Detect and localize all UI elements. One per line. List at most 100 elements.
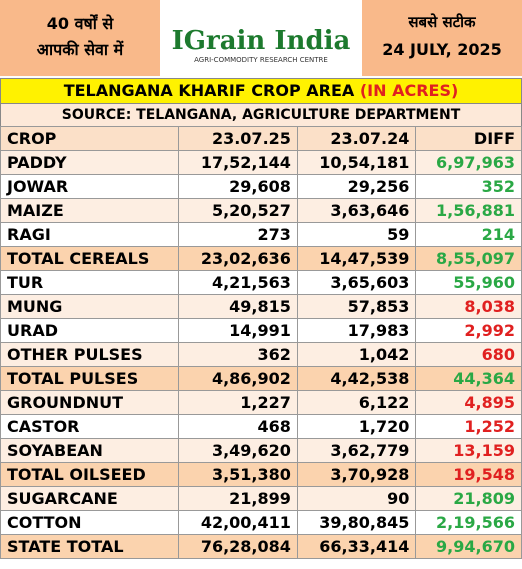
- cell-diff: 9,94,670: [415, 534, 522, 559]
- cell-previous: 59: [296, 222, 417, 247]
- cell-previous: 66,33,414: [296, 534, 417, 559]
- data-row: PADDY 17,52,144 10,54,181 6,97,963: [0, 150, 522, 175]
- cell-crop: SOYABEAN: [0, 438, 180, 463]
- logo-tagline: AGRI-COMMODITY RESEARCH CENTRE: [194, 56, 328, 64]
- data-row: MAIZE 5,20,527 3,63,646 1,56,881: [0, 198, 522, 223]
- cell-diff: 1,252: [415, 414, 522, 439]
- cell-crop: MAIZE: [0, 198, 180, 223]
- header-row: CROP 23.07.25 23.07.24 DIFF: [0, 126, 522, 151]
- cell-diff: 680: [415, 342, 522, 367]
- cell-previous: 1,720: [296, 414, 417, 439]
- cell-crop: CASTOR: [0, 414, 180, 439]
- cell-diff: 19,548: [415, 462, 522, 487]
- cell-current: 273: [178, 222, 298, 247]
- title: TELANGANA KHARIF CROP AREA: [63, 81, 355, 100]
- data-row: COTTON 42,00,411 39,80,845 2,19,566: [0, 510, 522, 535]
- cell-current: 42,00,411: [178, 510, 298, 535]
- cell-crop: MUNG: [0, 294, 180, 319]
- cell-current: 5,20,527: [178, 198, 298, 223]
- cell-previous: 29,256: [296, 174, 417, 199]
- logo-text: IGrain India: [171, 26, 351, 56]
- cell-diff: 352: [415, 174, 522, 199]
- cell-current: 3,49,620: [178, 438, 298, 463]
- cell-crop: TOTAL OILSEED: [0, 462, 180, 487]
- data-row: GROUNDNUT 1,227 6,122 4,895: [0, 390, 522, 415]
- crop-table: CROP 23.07.25 23.07.24 DIFF PADDY 17,52,144 10…: [0, 126, 522, 559]
- column-header: 23.07.24: [296, 126, 417, 151]
- cell-crop: JOWAR: [0, 174, 180, 199]
- cell-current: 3,51,380: [178, 462, 298, 487]
- cell-previous: 3,65,603: [296, 270, 417, 295]
- cell-crop: RAGI: [0, 222, 180, 247]
- cell-diff: 2,19,566: [415, 510, 522, 535]
- data-row: SOYABEAN 3,49,620 3,62,779 13,159: [0, 438, 522, 463]
- cell-crop: SUGARCANE: [0, 486, 180, 511]
- cell-current: 4,86,902: [178, 366, 298, 391]
- column-header: 23.07.25: [178, 126, 298, 151]
- cell-diff: 21,809: [415, 486, 522, 511]
- cell-previous: 39,80,845: [296, 510, 417, 535]
- cell-diff: 214: [415, 222, 522, 247]
- data-row: MUNG 49,815 57,853 8,038: [0, 294, 522, 319]
- cell-previous: 57,853: [296, 294, 417, 319]
- total-row: TOTAL CEREALS 23,02,636 14,47,539 8,55,097: [0, 246, 522, 271]
- cell-diff: 55,960: [415, 270, 522, 295]
- data-row: TUR 4,21,563 3,65,603 55,960: [0, 270, 522, 295]
- data-row: RAGI 273 59 214: [0, 222, 522, 247]
- cell-diff: 6,97,963: [415, 150, 522, 175]
- total-row: STATE TOTAL 76,28,084 66,33,414 9,94,670: [0, 534, 522, 559]
- cell-crop: OTHER PULSES: [0, 342, 180, 367]
- cell-current: 29,608: [178, 174, 298, 199]
- data-row: JOWAR 29,608 29,256 352: [0, 174, 522, 199]
- right-banner: सबसे सटीक 24 JULY, 2025: [362, 0, 522, 76]
- cell-current: 23,02,636: [178, 246, 298, 271]
- data-row: OTHER PULSES 362 1,042 680: [0, 342, 522, 367]
- left-banner: 40 वर्षों से आपकी सेवा में: [0, 0, 160, 76]
- cell-previous: 90: [296, 486, 417, 511]
- cell-crop: GROUNDNUT: [0, 390, 180, 415]
- cell-current: 17,52,144: [178, 150, 298, 175]
- cell-crop: TOTAL CEREALS: [0, 246, 180, 271]
- cell-current: 14,991: [178, 318, 298, 343]
- cell-current: 49,815: [178, 294, 298, 319]
- cell-diff: 44,364: [415, 366, 522, 391]
- column-header: DIFF: [415, 126, 522, 151]
- logo: IGrain India AGRI-COMMODITY RESEARCH CEN…: [162, 0, 360, 76]
- cell-previous: 3,62,779: [296, 438, 417, 463]
- cell-crop: TUR: [0, 270, 180, 295]
- total-row: TOTAL PULSES 4,86,902 4,42,538 44,364: [0, 366, 522, 391]
- data-row: URAD 14,991 17,983 2,992: [0, 318, 522, 343]
- cell-previous: 4,42,538: [296, 366, 417, 391]
- source: SOURCE: TELANGANA, AGRICULTURE DEPARTMEN…: [0, 103, 522, 127]
- cell-diff: 4,895: [415, 390, 522, 415]
- cell-previous: 17,983: [296, 318, 417, 343]
- cell-previous: 10,54,181: [296, 150, 417, 175]
- cell-diff: 8,55,097: [415, 246, 522, 271]
- cell-crop: TOTAL PULSES: [0, 366, 180, 391]
- cell-current: 362: [178, 342, 298, 367]
- date: 24 JULY, 2025: [382, 40, 502, 59]
- cell-previous: 1,042: [296, 342, 417, 367]
- cell-crop: COTTON: [0, 510, 180, 535]
- right-line: सबसे सटीक: [408, 13, 476, 31]
- data-row: SUGARCANE 21,899 90 21,809: [0, 486, 522, 511]
- total-row: TOTAL OILSEED 3,51,380 3,70,928 19,548: [0, 462, 522, 487]
- cell-crop: URAD: [0, 318, 180, 343]
- column-header: CROP: [0, 126, 180, 151]
- cell-crop: PADDY: [0, 150, 180, 175]
- title-unit: (IN ACRES): [359, 81, 459, 100]
- left-line: आपकी सेवा में: [36, 40, 124, 59]
- cell-diff: 13,159: [415, 438, 522, 463]
- cell-current: 468: [178, 414, 298, 439]
- title-bar: TELANGANA KHARIF CROP AREA (IN ACRES): [0, 78, 522, 104]
- cell-current: 21,899: [178, 486, 298, 511]
- cell-diff: 8,038: [415, 294, 522, 319]
- cell-diff: 2,992: [415, 318, 522, 343]
- cell-current: 76,28,084: [178, 534, 298, 559]
- left-line: 40 वर्षों से: [46, 14, 114, 33]
- cell-previous: 3,70,928: [296, 462, 417, 487]
- cell-diff: 1,56,881: [415, 198, 522, 223]
- cell-previous: 3,63,646: [296, 198, 417, 223]
- cell-previous: 14,47,539: [296, 246, 417, 271]
